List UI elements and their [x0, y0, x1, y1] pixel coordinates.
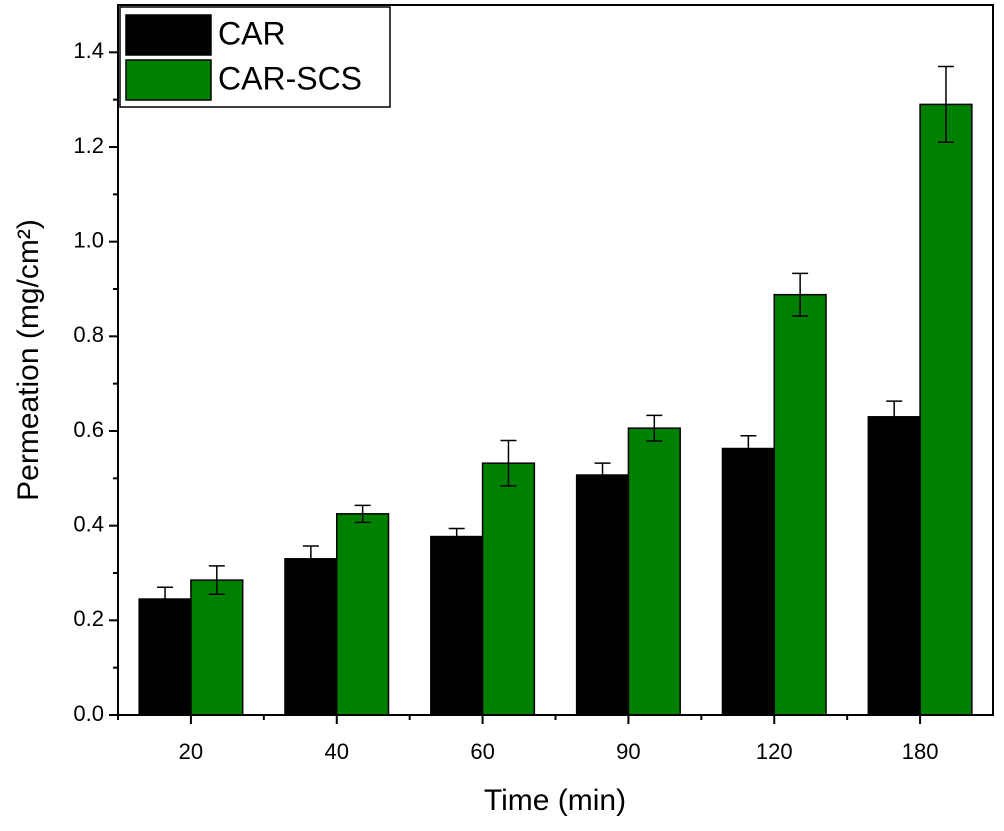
- x-tick-label: 40: [325, 739, 349, 764]
- error-bar: [500, 439, 517, 487]
- error-bar: [594, 462, 611, 488]
- y-tick-label: 0.2: [73, 606, 104, 631]
- x-axis-title: Time (min): [484, 784, 626, 817]
- error-bar: [740, 434, 757, 463]
- y-tick-label: 1.4: [73, 38, 104, 63]
- error-bar: [646, 414, 663, 442]
- y-axis-title: Permeation (mg/cm²): [12, 219, 45, 501]
- x-tick-label: 180: [902, 739, 939, 764]
- bar: [721, 447, 776, 716]
- bar: [867, 416, 921, 716]
- bar: [773, 293, 827, 716]
- error-bar: [937, 65, 954, 144]
- y-tick-label: 1.0: [73, 227, 104, 252]
- bar: [138, 598, 192, 716]
- bar: [336, 513, 390, 716]
- error-bar: [302, 545, 319, 573]
- bar: [284, 558, 338, 716]
- x-tick-label: 20: [179, 739, 203, 764]
- bar: [919, 103, 973, 716]
- error-bar: [157, 586, 174, 612]
- bar: [627, 427, 681, 716]
- bar: [430, 535, 484, 716]
- y-tick-label: 0.8: [73, 322, 104, 347]
- y-tick-label: 0.0: [73, 701, 104, 726]
- legend-swatch: [125, 59, 212, 101]
- y-tick-label: 0.4: [73, 511, 104, 536]
- bar: [481, 462, 536, 716]
- legend-label: CAR-SCS: [218, 60, 362, 96]
- x-tick-label: 120: [756, 739, 793, 764]
- x-tick-label: 60: [470, 739, 494, 764]
- y-tick-label: 0.6: [73, 417, 104, 442]
- plot-frame: [117, 4, 994, 716]
- error-bar: [354, 504, 371, 524]
- y-tick-label: 1.2: [73, 133, 104, 158]
- error-bar: [886, 400, 903, 434]
- error-bar: [792, 272, 809, 317]
- error-bar: [208, 565, 225, 596]
- bar: [575, 474, 630, 716]
- bar: [190, 579, 244, 716]
- x-tick-label: 90: [616, 739, 640, 764]
- legend-swatch: [125, 14, 212, 56]
- error-bar: [448, 527, 465, 546]
- legend-label: CAR: [218, 15, 286, 51]
